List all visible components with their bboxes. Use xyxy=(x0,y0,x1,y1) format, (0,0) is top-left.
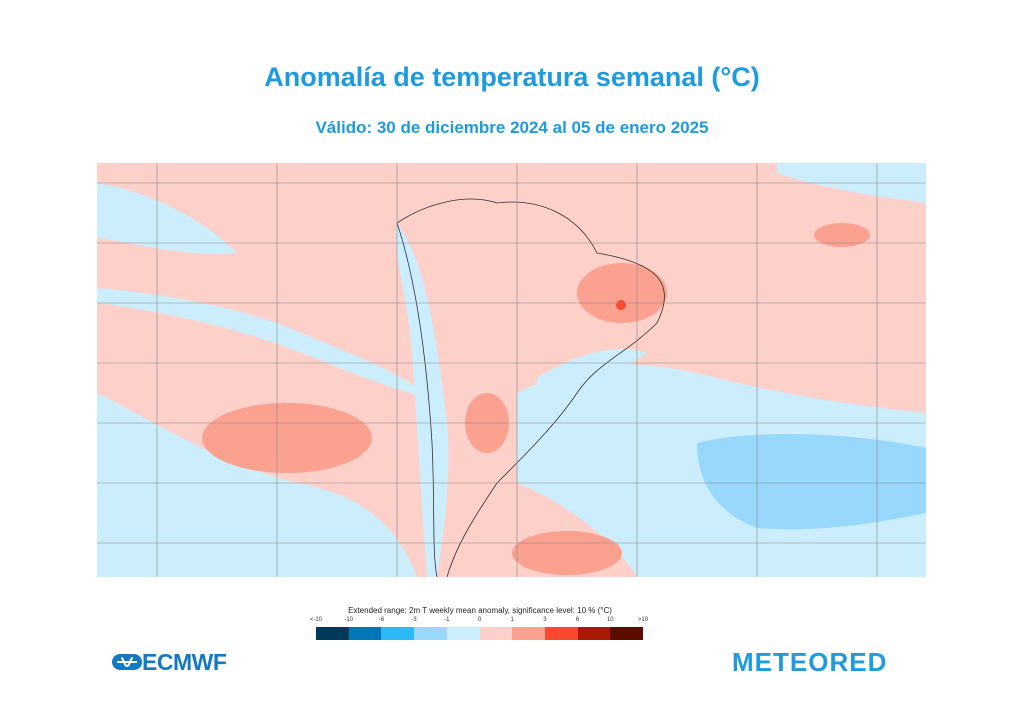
cool-region-southwest-pacific xyxy=(97,393,417,577)
warm-anomaly-pacific xyxy=(202,403,372,473)
hot-spot-brazil xyxy=(616,300,626,310)
legend-title: Extended range: 2m T weekly mean anomaly… xyxy=(348,606,612,615)
legend-swatch xyxy=(414,627,447,640)
ecmwf-emblem-icon xyxy=(112,654,142,670)
legend-tick-label: -3 xyxy=(411,617,417,623)
ecmwf-logo: ECMWF xyxy=(112,648,227,675)
cool-region-brazil-coast xyxy=(537,349,647,423)
legend-tick-label: 0 xyxy=(477,617,482,623)
legend-tick-label: >10 xyxy=(637,617,649,623)
grid-lines xyxy=(97,163,926,577)
legend-tick-label: 10 xyxy=(606,617,614,623)
cool-region-pacific-band xyxy=(97,288,427,398)
legend-swatch xyxy=(446,627,480,640)
legend-swatch xyxy=(348,627,382,640)
ecmwf-logo-text: ECMWF xyxy=(142,648,227,675)
legend-swatch xyxy=(316,627,349,640)
meteored-logo: METEORED xyxy=(732,647,888,677)
legend-tick-label: -6 xyxy=(378,617,385,623)
legend-tick-label: 3 xyxy=(543,617,547,623)
page-title: Anomalía de temperatura semanal (°C) xyxy=(264,62,760,92)
legend-ticks: <-10 -10 -6 -3 -1 0 1 3 6 10 >10 xyxy=(310,617,648,627)
legend-swatch xyxy=(610,627,644,640)
legend-swatch xyxy=(479,627,513,640)
legend-colorbar xyxy=(316,627,644,640)
cool-region-andes xyxy=(395,223,449,577)
warm-anomaly-africa xyxy=(814,223,870,247)
cool-region-strong-atlantic xyxy=(697,433,926,530)
legend-tick-label: 6 xyxy=(575,617,580,623)
cool-region-north-pacific xyxy=(97,183,237,255)
legend-swatch xyxy=(577,627,611,640)
legend-swatch xyxy=(544,627,578,640)
warm-anomaly-brazil xyxy=(577,263,667,323)
legend-tick-label: <-10 xyxy=(309,617,323,623)
warm-anomaly-patagonia xyxy=(512,531,622,575)
legend-tick-label: -10 xyxy=(344,617,354,623)
legend-swatch xyxy=(381,627,415,640)
legend-tick-label: 1 xyxy=(510,617,514,623)
anomaly-map xyxy=(97,163,926,577)
page-subtitle: Válido: 30 de diciembre 2024 al 05 de en… xyxy=(315,118,709,137)
legend-tick-label: -1 xyxy=(444,617,450,623)
legend-swatch xyxy=(512,627,545,640)
